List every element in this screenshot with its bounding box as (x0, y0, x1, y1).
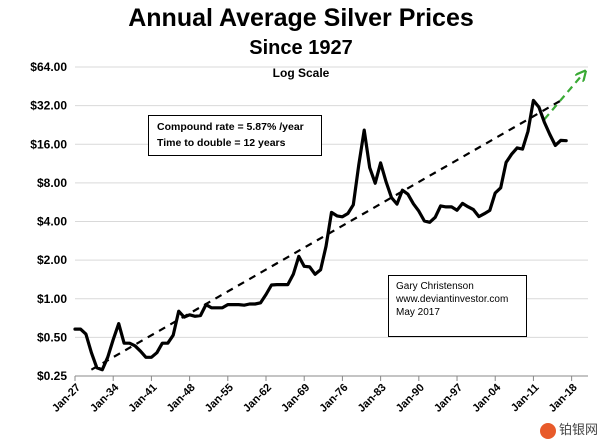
y-tick-label: $64.00 (30, 60, 67, 74)
y-tick-label: $8.00 (37, 176, 67, 190)
x-tick-label: Jan-83 (356, 382, 389, 415)
x-tick-label: Jan-48 (165, 382, 198, 415)
website-text: www.deviantinvestor.com (396, 294, 509, 305)
x-tick-label: Jan-34 (88, 381, 122, 415)
x-tick-label: Jan-27 (50, 382, 83, 415)
y-tick-label: $2.00 (37, 253, 67, 267)
x-tick-label: Jan-69 (279, 382, 312, 415)
watermark: 铂银网 (539, 419, 598, 439)
y-tick-label: $4.00 (37, 215, 67, 229)
x-tick-label: Jan-76 (317, 382, 350, 415)
x-tick-label: Jan-18 (547, 382, 580, 415)
time-to-double-text: Time to double = 12 years (157, 137, 286, 149)
x-tick-label: Jan-04 (470, 381, 504, 415)
y-tick-label: $0.50 (37, 330, 67, 344)
watermark-logo-icon (539, 423, 556, 439)
trendline-layer (90, 74, 582, 371)
x-tick-label: Jan-90 (394, 382, 427, 415)
x-tick-label: Jan-41 (126, 382, 159, 415)
scale-note: Log Scale (272, 66, 330, 80)
y-tick-label: $16.00 (30, 137, 67, 151)
y-tick-label: $1.00 (37, 292, 67, 306)
credit-box: Gary Christenson www.deviantinvestor.com… (388, 275, 527, 337)
projection-arrow (543, 74, 582, 121)
chart-title: Annual Average Silver Prices (128, 4, 474, 32)
watermark-text: 铂银网 (558, 422, 598, 438)
author-text: Gary Christenson (396, 281, 474, 292)
x-tick-label: Jan-62 (241, 382, 274, 415)
date-text: May 2017 (396, 307, 440, 318)
silver-price-line (73, 98, 568, 372)
x-tick-label: Jan-11 (509, 382, 542, 415)
x-tick-label: Jan-55 (203, 382, 236, 415)
tick-labels: $0.25 $0.50 $1.00 $2.00 $4.00 $8.00 $16.00 $32.… (30, 60, 579, 415)
y-tick-label: $0.25 (37, 369, 67, 383)
y-tick-label: $32.00 (30, 99, 67, 113)
series-layer (73, 98, 568, 372)
axes (74, 375, 588, 381)
chart-subtitle: Since 1927 (249, 37, 353, 59)
compound-rate-box: Compound rate = 5.87% /year Time to doub… (148, 115, 322, 156)
x-tick-label: Jan-97 (432, 382, 465, 415)
compound-rate-text: Compound rate = 5.87% /year (157, 121, 304, 133)
